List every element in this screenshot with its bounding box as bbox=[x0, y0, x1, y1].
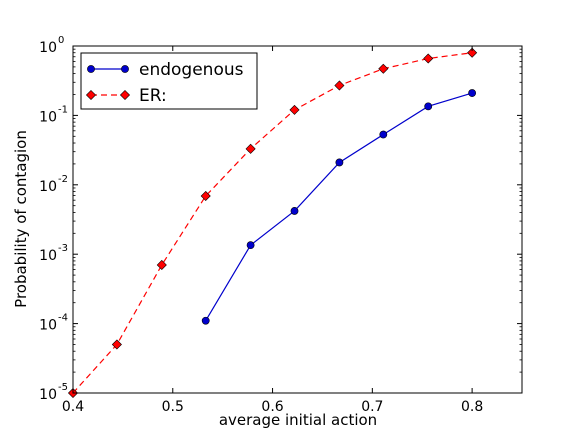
axes-frame bbox=[72, 45, 523, 394]
data-point bbox=[335, 158, 344, 167]
legend-marker bbox=[87, 65, 95, 73]
series-layer bbox=[67, 47, 478, 399]
legend-entry-0: endogenous bbox=[87, 60, 244, 80]
data-point bbox=[200, 190, 211, 202]
data-point bbox=[111, 339, 122, 350]
x-tick-label: 0.8 bbox=[461, 399, 483, 415]
y-axis-label: Probability of contagion bbox=[12, 130, 30, 308]
legend-entry-1: ER: bbox=[85, 86, 167, 106]
data-point bbox=[289, 104, 300, 115]
series-1 bbox=[67, 47, 478, 399]
y-tick-label: 10 bbox=[39, 179, 57, 195]
x-tick-label: 0.7 bbox=[361, 399, 383, 415]
x-tick-label: 0.4 bbox=[62, 399, 84, 415]
y-tick-exponent: 0 bbox=[58, 35, 64, 46]
data-point bbox=[378, 63, 389, 74]
y-tick-label: 10 bbox=[39, 109, 57, 125]
y-tick-label: 10 bbox=[39, 248, 57, 264]
data-point bbox=[423, 53, 434, 64]
data-point bbox=[468, 89, 477, 97]
data-point bbox=[290, 207, 299, 215]
legend-marker bbox=[85, 89, 97, 101]
data-point bbox=[334, 80, 345, 91]
y-tick-exponent: -4 bbox=[58, 313, 68, 324]
y-tick-exponent: -1 bbox=[58, 104, 68, 115]
series-0 bbox=[201, 89, 477, 325]
legend-marker bbox=[121, 65, 129, 73]
data-point bbox=[156, 259, 167, 270]
legend-label: endogenous bbox=[139, 60, 244, 80]
y-tick-label: 10 bbox=[39, 387, 57, 403]
x-axis-label: average initial action bbox=[219, 411, 377, 429]
data-point bbox=[245, 143, 256, 154]
x-tick-label: 0.5 bbox=[162, 399, 184, 415]
data-point bbox=[246, 241, 255, 250]
series-line-1 bbox=[72, 52, 473, 394]
y-tick-exponent: -5 bbox=[58, 382, 68, 393]
data-point bbox=[424, 102, 433, 111]
x-tick-label: 0.6 bbox=[261, 399, 283, 415]
data-point bbox=[201, 316, 210, 325]
legend: endogenous ER: bbox=[80, 52, 258, 110]
y-tick-exponent: -2 bbox=[58, 174, 68, 185]
legend-label: ER: bbox=[139, 86, 167, 106]
y-tick-label: 10 bbox=[39, 318, 57, 334]
data-point bbox=[379, 130, 388, 139]
data-point bbox=[467, 47, 478, 58]
y-tick-label: 10 bbox=[39, 40, 57, 56]
legend-marker bbox=[119, 89, 131, 101]
legend-box bbox=[80, 52, 258, 110]
y-tick-exponent: -3 bbox=[58, 243, 68, 254]
axes-layer bbox=[72, 45, 523, 394]
